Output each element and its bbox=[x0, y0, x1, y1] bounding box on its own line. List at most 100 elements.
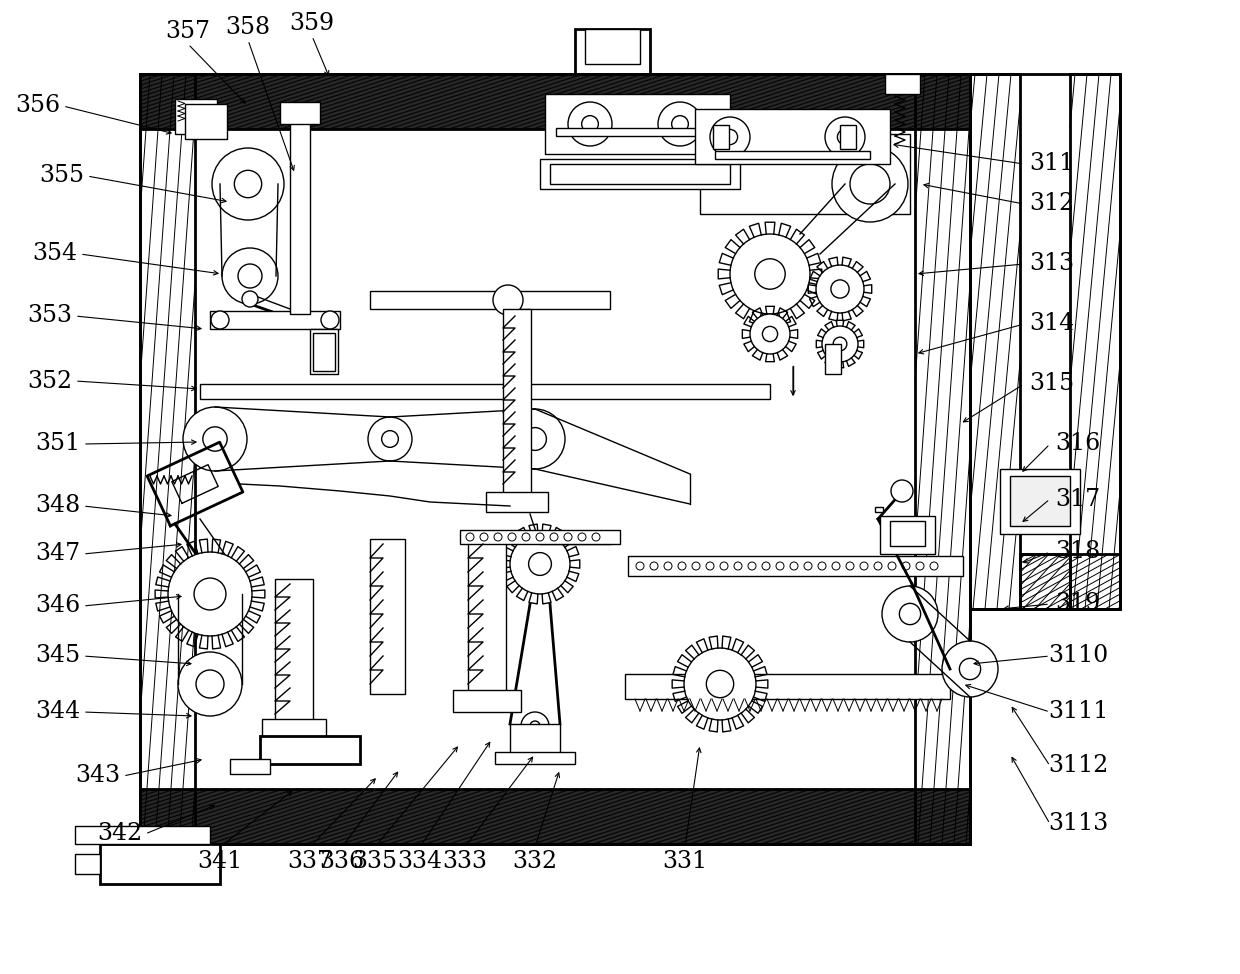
Circle shape bbox=[730, 234, 810, 314]
Bar bbox=[546, 94, 730, 154]
Circle shape bbox=[804, 562, 812, 570]
Bar bbox=[970, 74, 1120, 609]
Bar bbox=[175, 99, 217, 134]
Bar bbox=[551, 164, 730, 184]
Bar bbox=[370, 539, 405, 694]
Circle shape bbox=[521, 712, 549, 740]
Circle shape bbox=[564, 533, 572, 541]
Bar bbox=[585, 29, 640, 64]
Circle shape bbox=[892, 480, 913, 502]
Circle shape bbox=[321, 311, 339, 329]
Text: 358: 358 bbox=[226, 17, 270, 40]
Bar bbox=[1070, 74, 1120, 609]
Text: 3111: 3111 bbox=[1048, 700, 1109, 724]
Circle shape bbox=[551, 533, 558, 541]
Bar bbox=[486, 492, 548, 512]
Bar bbox=[453, 690, 521, 712]
Text: 332: 332 bbox=[512, 850, 558, 874]
Text: 345: 345 bbox=[36, 645, 81, 667]
Circle shape bbox=[663, 562, 672, 570]
Bar bbox=[140, 74, 970, 129]
Circle shape bbox=[193, 578, 226, 610]
Bar bbox=[875, 507, 883, 512]
Text: 315: 315 bbox=[1029, 372, 1075, 395]
Circle shape bbox=[368, 417, 412, 461]
Text: 359: 359 bbox=[289, 13, 335, 35]
Bar bbox=[694, 109, 890, 164]
Circle shape bbox=[748, 562, 756, 570]
Text: 343: 343 bbox=[76, 765, 120, 788]
Text: 336: 336 bbox=[320, 850, 365, 874]
Bar bbox=[200, 384, 770, 399]
Circle shape bbox=[582, 116, 599, 132]
Circle shape bbox=[816, 265, 864, 313]
Text: 344: 344 bbox=[36, 700, 81, 724]
Text: 346: 346 bbox=[36, 594, 81, 618]
Circle shape bbox=[382, 431, 398, 447]
Text: 348: 348 bbox=[36, 495, 81, 517]
Bar bbox=[262, 719, 326, 739]
Circle shape bbox=[790, 562, 799, 570]
Text: 342: 342 bbox=[98, 822, 143, 845]
Text: 334: 334 bbox=[398, 850, 443, 874]
Bar bbox=[839, 125, 856, 149]
Bar bbox=[185, 104, 227, 139]
Bar bbox=[825, 344, 841, 374]
Circle shape bbox=[942, 641, 998, 697]
Circle shape bbox=[179, 652, 242, 716]
Text: 319: 319 bbox=[1055, 592, 1101, 616]
Circle shape bbox=[510, 534, 570, 594]
Bar bbox=[140, 789, 970, 844]
Circle shape bbox=[684, 648, 756, 720]
Circle shape bbox=[568, 102, 613, 146]
Bar bbox=[880, 516, 935, 554]
Text: 347: 347 bbox=[36, 543, 81, 566]
Circle shape bbox=[672, 116, 688, 132]
Circle shape bbox=[837, 130, 853, 144]
Circle shape bbox=[494, 285, 523, 315]
Circle shape bbox=[930, 562, 937, 570]
Text: 353: 353 bbox=[27, 305, 72, 327]
Circle shape bbox=[888, 562, 897, 570]
Bar bbox=[715, 151, 870, 159]
Bar bbox=[625, 674, 950, 699]
Circle shape bbox=[678, 562, 686, 570]
Bar bbox=[210, 311, 340, 329]
Bar bbox=[460, 530, 620, 544]
Text: 335: 335 bbox=[352, 850, 398, 874]
Bar bbox=[100, 844, 219, 884]
Circle shape bbox=[901, 562, 910, 570]
Circle shape bbox=[536, 533, 544, 541]
Circle shape bbox=[720, 562, 728, 570]
Circle shape bbox=[849, 164, 890, 204]
Text: 312: 312 bbox=[1029, 193, 1075, 215]
Circle shape bbox=[167, 552, 252, 636]
Circle shape bbox=[238, 264, 262, 288]
Circle shape bbox=[203, 427, 227, 451]
Circle shape bbox=[833, 337, 847, 351]
Circle shape bbox=[874, 562, 882, 570]
Bar bbox=[275, 579, 312, 724]
Text: 331: 331 bbox=[662, 850, 708, 874]
Circle shape bbox=[723, 130, 738, 144]
Bar bbox=[370, 291, 610, 309]
Circle shape bbox=[825, 117, 866, 157]
Bar bbox=[556, 128, 715, 136]
Circle shape bbox=[832, 562, 839, 570]
Circle shape bbox=[505, 409, 565, 469]
Circle shape bbox=[658, 102, 702, 146]
Text: 354: 354 bbox=[32, 243, 78, 266]
Text: 316: 316 bbox=[1055, 432, 1101, 456]
Text: 356: 356 bbox=[15, 94, 61, 118]
Bar bbox=[280, 102, 320, 124]
Bar bbox=[575, 29, 650, 74]
Circle shape bbox=[523, 428, 547, 450]
Bar bbox=[1021, 554, 1120, 609]
Circle shape bbox=[750, 314, 790, 354]
Bar bbox=[999, 469, 1080, 534]
Circle shape bbox=[711, 117, 750, 157]
Bar bbox=[1011, 476, 1070, 526]
Bar bbox=[74, 826, 210, 844]
Text: 352: 352 bbox=[27, 369, 73, 393]
Bar bbox=[701, 134, 910, 214]
